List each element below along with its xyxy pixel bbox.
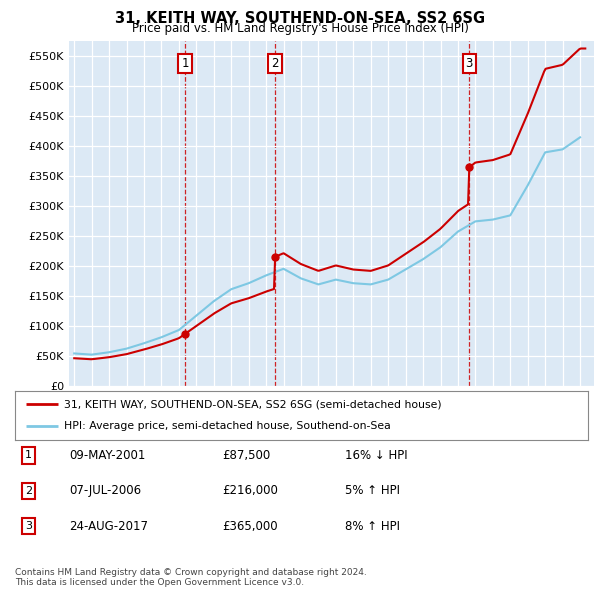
Text: 31, KEITH WAY, SOUTHEND-ON-SEA, SS2 6SG: 31, KEITH WAY, SOUTHEND-ON-SEA, SS2 6SG xyxy=(115,11,485,25)
Text: £365,000: £365,000 xyxy=(222,520,278,533)
Text: HPI: Average price, semi-detached house, Southend-on-Sea: HPI: Average price, semi-detached house,… xyxy=(64,421,391,431)
Text: £87,500: £87,500 xyxy=(222,449,270,462)
Text: 5% ↑ HPI: 5% ↑ HPI xyxy=(345,484,400,497)
Text: 2: 2 xyxy=(25,486,32,496)
Text: 16% ↓ HPI: 16% ↓ HPI xyxy=(345,449,407,462)
Text: £216,000: £216,000 xyxy=(222,484,278,497)
Text: 07-JUL-2006: 07-JUL-2006 xyxy=(69,484,141,497)
Text: 24-AUG-2017: 24-AUG-2017 xyxy=(69,520,148,533)
Text: 3: 3 xyxy=(466,57,473,70)
Text: 09-MAY-2001: 09-MAY-2001 xyxy=(69,449,145,462)
Text: 1: 1 xyxy=(25,451,32,460)
Text: 3: 3 xyxy=(25,522,32,531)
Text: Contains HM Land Registry data © Crown copyright and database right 2024.
This d: Contains HM Land Registry data © Crown c… xyxy=(15,568,367,587)
Text: 31, KEITH WAY, SOUTHEND-ON-SEA, SS2 6SG (semi-detached house): 31, KEITH WAY, SOUTHEND-ON-SEA, SS2 6SG … xyxy=(64,399,442,409)
Text: 2: 2 xyxy=(271,57,279,70)
Text: Price paid vs. HM Land Registry's House Price Index (HPI): Price paid vs. HM Land Registry's House … xyxy=(131,22,469,35)
Text: 1: 1 xyxy=(181,57,189,70)
Text: 8% ↑ HPI: 8% ↑ HPI xyxy=(345,520,400,533)
